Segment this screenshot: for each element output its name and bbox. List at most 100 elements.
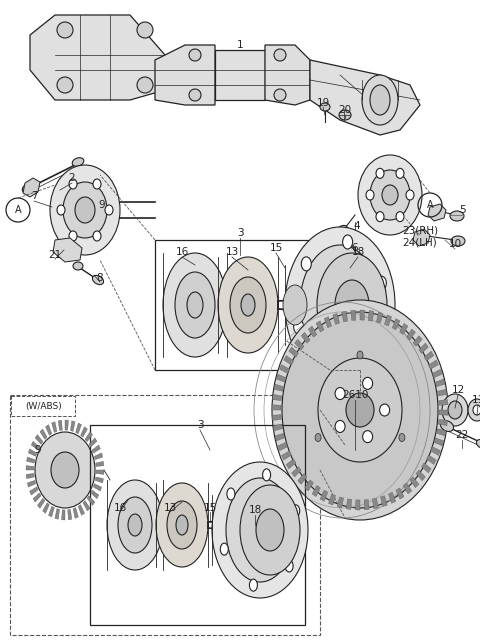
Polygon shape [81, 427, 87, 437]
Polygon shape [368, 310, 374, 321]
Text: 9: 9 [35, 445, 41, 455]
Polygon shape [48, 506, 54, 517]
Ellipse shape [451, 236, 465, 246]
Polygon shape [37, 498, 45, 508]
Polygon shape [65, 420, 68, 430]
Polygon shape [439, 410, 448, 415]
Ellipse shape [176, 515, 188, 535]
Ellipse shape [315, 433, 321, 442]
Text: 3: 3 [237, 228, 243, 238]
Ellipse shape [320, 103, 330, 111]
Polygon shape [437, 389, 447, 396]
Polygon shape [40, 429, 47, 439]
Text: 19: 19 [316, 98, 330, 108]
Polygon shape [337, 497, 344, 508]
Text: 24(LH): 24(LH) [403, 237, 437, 247]
Polygon shape [407, 329, 415, 340]
Polygon shape [308, 296, 322, 314]
Polygon shape [92, 445, 100, 453]
Polygon shape [276, 374, 286, 382]
Polygon shape [95, 477, 103, 483]
Polygon shape [55, 509, 60, 519]
Ellipse shape [380, 404, 390, 416]
Ellipse shape [450, 211, 464, 221]
Polygon shape [280, 365, 289, 374]
Polygon shape [33, 493, 41, 502]
Text: 2: 2 [69, 173, 75, 183]
Ellipse shape [376, 212, 384, 222]
Ellipse shape [50, 165, 120, 255]
Ellipse shape [476, 439, 480, 448]
Ellipse shape [156, 483, 208, 567]
Ellipse shape [128, 514, 142, 536]
Ellipse shape [256, 509, 284, 551]
Ellipse shape [406, 190, 414, 200]
Polygon shape [52, 422, 57, 432]
Bar [10, 395, 320, 635]
Polygon shape [342, 311, 348, 322]
Ellipse shape [35, 432, 95, 508]
Ellipse shape [376, 168, 384, 178]
Ellipse shape [69, 179, 77, 189]
Polygon shape [73, 507, 78, 518]
Polygon shape [85, 431, 93, 442]
Ellipse shape [285, 560, 293, 572]
Text: (W/ABS): (W/ABS) [25, 401, 62, 410]
Ellipse shape [107, 480, 163, 570]
FancyBboxPatch shape [11, 396, 75, 416]
Text: 10: 10 [448, 239, 462, 249]
Ellipse shape [336, 225, 348, 234]
Polygon shape [35, 435, 43, 444]
Polygon shape [61, 510, 65, 520]
Ellipse shape [366, 190, 374, 200]
Ellipse shape [272, 300, 448, 520]
Text: 5: 5 [459, 205, 465, 215]
Ellipse shape [317, 253, 387, 357]
Ellipse shape [370, 85, 390, 115]
Polygon shape [91, 490, 99, 498]
Ellipse shape [442, 394, 468, 426]
Polygon shape [295, 339, 304, 350]
Polygon shape [333, 314, 339, 325]
Polygon shape [384, 315, 392, 326]
Polygon shape [155, 45, 215, 105]
Ellipse shape [335, 280, 369, 330]
Polygon shape [30, 15, 165, 100]
Text: 2610: 2610 [342, 390, 368, 400]
Ellipse shape [346, 393, 374, 427]
Polygon shape [381, 496, 387, 507]
Text: 15: 15 [269, 243, 283, 253]
Ellipse shape [283, 285, 307, 325]
Text: 16: 16 [175, 247, 189, 257]
Polygon shape [435, 379, 445, 386]
Ellipse shape [189, 49, 201, 61]
Polygon shape [83, 500, 90, 511]
Polygon shape [289, 347, 299, 357]
Polygon shape [419, 343, 428, 354]
Polygon shape [429, 360, 438, 369]
Text: 7: 7 [31, 191, 37, 201]
Ellipse shape [57, 77, 73, 93]
Text: 1: 1 [237, 40, 243, 50]
Ellipse shape [399, 433, 405, 442]
Ellipse shape [105, 205, 113, 215]
Polygon shape [93, 484, 102, 491]
Ellipse shape [274, 89, 286, 101]
Polygon shape [351, 310, 356, 321]
Text: 8: 8 [96, 273, 103, 283]
Polygon shape [278, 442, 288, 451]
Polygon shape [413, 336, 422, 346]
Ellipse shape [218, 257, 278, 353]
Ellipse shape [241, 294, 255, 316]
Ellipse shape [189, 89, 201, 101]
Ellipse shape [327, 361, 337, 375]
Ellipse shape [212, 462, 308, 598]
Polygon shape [399, 323, 408, 334]
Polygon shape [31, 441, 39, 450]
Ellipse shape [22, 182, 38, 193]
Polygon shape [43, 503, 49, 513]
Ellipse shape [294, 320, 304, 334]
Ellipse shape [263, 469, 271, 481]
Ellipse shape [57, 22, 73, 38]
Ellipse shape [342, 240, 354, 248]
